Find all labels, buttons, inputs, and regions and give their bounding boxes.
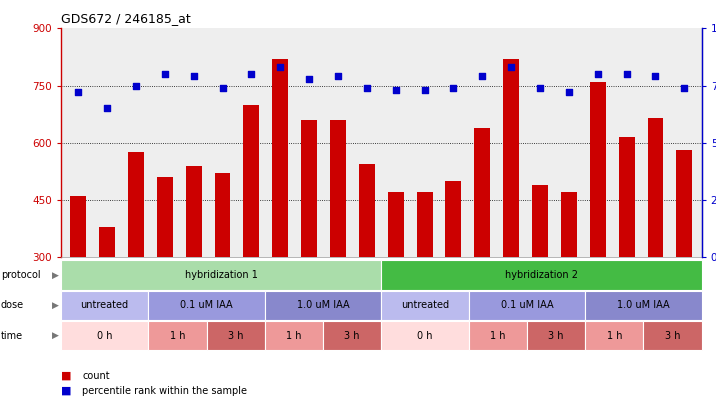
Text: time: time <box>1 331 23 341</box>
Bar <box>330 120 346 257</box>
Point <box>477 73 488 80</box>
Point <box>419 87 430 94</box>
Text: 1.0 uM IAA: 1.0 uM IAA <box>617 301 669 310</box>
Point <box>592 71 604 77</box>
Bar <box>469 291 585 320</box>
Text: 3 h: 3 h <box>228 331 243 341</box>
Point <box>274 64 286 70</box>
Bar <box>206 321 265 350</box>
Point <box>72 89 84 96</box>
Point <box>679 85 690 91</box>
Text: untreated: untreated <box>401 301 449 310</box>
Bar <box>265 321 323 350</box>
Point <box>448 85 459 91</box>
Bar <box>272 59 288 257</box>
Bar <box>359 164 374 257</box>
Point <box>649 73 661 80</box>
Text: 0.1 uM IAA: 0.1 uM IAA <box>500 301 553 310</box>
Bar <box>99 227 115 257</box>
Point <box>563 89 575 96</box>
Point <box>505 64 517 70</box>
Text: hybridization 1: hybridization 1 <box>185 270 258 280</box>
Bar <box>70 196 86 257</box>
Text: 0.1 uM IAA: 0.1 uM IAA <box>180 301 233 310</box>
Text: 3 h: 3 h <box>664 331 680 341</box>
Point <box>246 71 257 77</box>
Bar <box>323 321 381 350</box>
Bar <box>532 185 548 257</box>
Bar <box>128 152 144 257</box>
Bar <box>148 291 265 320</box>
Bar <box>619 137 634 257</box>
Bar <box>469 321 527 350</box>
Bar <box>388 192 404 257</box>
Bar <box>61 321 148 350</box>
Bar <box>301 120 317 257</box>
Point <box>188 73 199 80</box>
Point <box>361 85 372 91</box>
Point <box>332 73 344 80</box>
Bar <box>61 291 148 320</box>
Bar <box>503 59 519 257</box>
Bar <box>590 82 606 257</box>
Point <box>217 85 228 91</box>
Bar <box>445 181 461 257</box>
Text: ▶: ▶ <box>52 331 59 340</box>
Bar <box>185 166 202 257</box>
Bar <box>381 291 469 320</box>
Point <box>159 71 170 77</box>
Text: 1 h: 1 h <box>490 331 505 341</box>
Bar <box>265 291 381 320</box>
Bar <box>148 321 206 350</box>
Bar <box>644 321 702 350</box>
Bar <box>417 192 432 257</box>
Bar <box>585 321 644 350</box>
Text: 1 h: 1 h <box>286 331 301 341</box>
Bar <box>157 177 173 257</box>
Bar <box>215 173 231 257</box>
Bar <box>475 128 490 257</box>
Text: 3 h: 3 h <box>344 331 360 341</box>
Bar <box>243 104 259 257</box>
Text: 1 h: 1 h <box>606 331 622 341</box>
Text: 0 h: 0 h <box>417 331 432 341</box>
Point <box>390 87 402 94</box>
Bar <box>647 118 664 257</box>
Point <box>534 85 546 91</box>
Text: protocol: protocol <box>1 270 40 280</box>
Text: count: count <box>82 371 110 381</box>
Text: 0 h: 0 h <box>97 331 112 341</box>
Text: ■: ■ <box>61 371 72 381</box>
Point <box>130 82 142 89</box>
Text: 3 h: 3 h <box>548 331 563 341</box>
Bar <box>677 150 692 257</box>
Bar <box>61 260 381 290</box>
Text: 1 h: 1 h <box>170 331 185 341</box>
Bar <box>381 260 702 290</box>
Text: ■: ■ <box>61 386 72 396</box>
Text: ▶: ▶ <box>52 301 59 310</box>
Text: percentile rank within the sample: percentile rank within the sample <box>82 386 247 396</box>
Point <box>304 75 315 82</box>
Text: dose: dose <box>1 301 24 310</box>
Text: 1.0 uM IAA: 1.0 uM IAA <box>296 301 349 310</box>
Bar <box>585 291 702 320</box>
Point <box>102 105 113 112</box>
Text: ▶: ▶ <box>52 271 59 279</box>
Bar <box>527 321 585 350</box>
Bar <box>381 321 469 350</box>
Text: GDS672 / 246185_at: GDS672 / 246185_at <box>61 12 190 25</box>
Point <box>621 71 632 77</box>
Text: hybridization 2: hybridization 2 <box>505 270 578 280</box>
Bar <box>561 192 577 257</box>
Text: untreated: untreated <box>80 301 129 310</box>
